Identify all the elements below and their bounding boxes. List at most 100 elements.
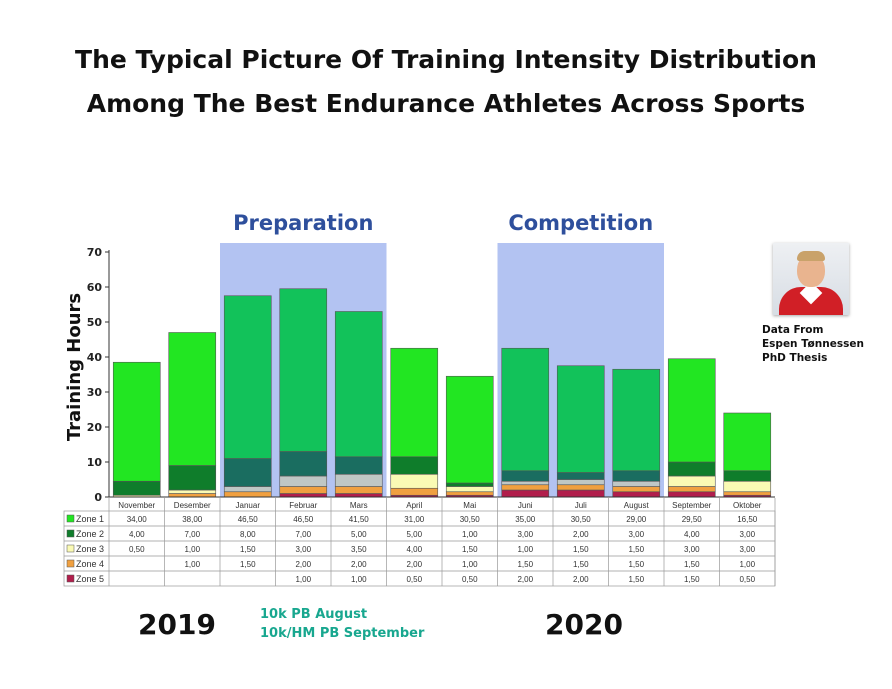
bar-segment-november-zone1 [112,361,161,482]
table-cell-value: 1,00 [462,530,478,539]
chart-title: The Typical Picture Of Training Intensit… [0,38,892,126]
table-cell-value: 38,00 [182,515,203,524]
bar-segment-april-zone4 [390,487,439,496]
bar-segment-februar-zone2 [279,451,328,477]
bar-segment-juni-zone4 [501,484,550,491]
x-tick-label: Desember [174,501,211,510]
bar-segment-februar-zone5 [279,493,328,498]
bar-segment-juli-zone2 [556,472,605,480]
bar-segment-januar-zone4 [223,491,272,498]
table-cell-value: 0,50 [462,575,478,584]
bar-segment-april-zone1 [390,347,439,458]
bar-segment-august-zone4 [612,486,661,493]
bar-segment-juli-zone1 [556,365,605,473]
y-tick-label: 40 [87,351,103,364]
table-cell-value: 30,50 [571,515,592,524]
table-cell-value: 5,00 [406,530,422,539]
table-cell-value: 3,00 [684,545,700,554]
table-cell-value: 3,00 [739,530,755,539]
table-cell-value: 2,00 [573,530,589,539]
legend-swatch-zone5 [66,574,75,583]
table-cell-value: 7,00 [295,530,311,539]
bar-segment-januar-zone3 [223,486,272,493]
table-cell-value: 1,00 [517,545,533,554]
table-cell-value: 1,50 [628,545,644,554]
table-cell-value: 7,00 [184,530,200,539]
table-cell-value: 3,00 [739,545,755,554]
table-cell-value: 1,00 [739,560,755,569]
table-cell-value: 0,50 [406,575,422,584]
bar-segment-januar-zone2 [223,458,272,487]
bar-segment-februar-zone4 [279,486,328,494]
table-cell-value: 1,00 [184,560,200,569]
legend-label-zone5: Zone 5 [76,574,104,584]
chart-title-line1: The Typical Picture Of Training Intensit… [75,45,817,74]
table-cell-value: 1,00 [351,575,367,584]
bar-segment-juli-zone5 [556,489,605,498]
table-cell-value: 34,00 [127,515,148,524]
bar-segment-desember-zone3 [168,489,217,494]
table-cell-value: 3,00 [295,545,311,554]
bar-segment-juni-zone1 [501,347,550,472]
legend-label-zone3: Zone 3 [76,544,104,554]
table-cell-value: 4,00 [406,545,422,554]
legend-swatch-zone1 [66,514,75,523]
bar-segment-mai-zone1 [445,375,494,484]
table-cell-value: 8,00 [240,530,256,539]
table-cell-value: 1,50 [573,545,589,554]
table-cell-value: 3,00 [517,530,533,539]
table-cell-value: 30,50 [460,515,481,524]
bar-segment-desember-zone4 [168,493,217,498]
bar-segment-juni-zone5 [501,489,550,498]
x-tick-label: Oktober [733,501,762,510]
bar-segment-januar-zone1 [223,295,272,459]
table-cell-value: 5,00 [351,530,367,539]
bar-segment-desember-zone1 [168,332,217,466]
legend-swatch-zone3 [66,544,75,553]
table-cell-value: 31,00 [404,515,425,524]
table-cell-value: 1,00 [184,545,200,554]
table-cell-value: 4,00 [684,530,700,539]
bar-segment-april-zone3 [390,473,439,489]
table-cell-value: 2,00 [517,575,533,584]
phase-label-2: Competition [508,211,653,235]
bar-segment-august-zone2 [612,470,661,482]
table-cell-value: 1,50 [240,560,256,569]
table-cell-value: 46,50 [293,515,314,524]
data-source-note: Data From Espen Tønnessen PhD Thesis [762,323,864,365]
legend-label-zone2: Zone 2 [76,529,104,539]
bar-segment-oktober-zone4 [723,491,772,496]
y-tick-label: 70 [87,246,103,259]
table-cell-value: 1,50 [517,560,533,569]
table-cell-value: 1,50 [240,545,256,554]
x-tick-label: Juli [575,501,587,510]
bar-segment-mai-zone4 [445,491,494,496]
y-tick-label: 60 [87,281,103,294]
bar-segment-april-zone2 [390,456,439,475]
bar-segment-september-zone4 [667,486,716,493]
table-cell-value: 0,50 [739,575,755,584]
x-tick-label: Mai [463,501,476,510]
bar-segment-september-zone2 [667,461,716,477]
legend-swatch-zone4 [66,559,75,568]
table-cell-value: 2,00 [351,560,367,569]
bar-segment-september-zone5 [667,491,716,498]
legend-label-zone4: Zone 4 [76,559,104,569]
table-cell-value: 1,50 [628,575,644,584]
bar-segment-februar-zone3 [279,475,328,487]
bar-segment-mars-zone4 [334,486,383,494]
x-tick-label: Juni [518,501,533,510]
chart-title-line2: Among The Best Endurance Athletes Across… [86,89,806,118]
table-cell-value: 0,50 [129,545,145,554]
y-tick-label: 0 [94,491,102,504]
bar-segment-desember-zone2 [168,465,217,491]
source-line2: Espen Tønnessen [762,338,864,350]
bar-segment-mars-zone2 [334,456,383,475]
bar-segment-august-zone3 [612,480,661,487]
bar-segment-mars-zone5 [334,493,383,498]
author-photo [773,243,849,315]
table-cell-value: 2,00 [295,560,311,569]
bar-segment-juli-zone3 [556,479,605,486]
table-cell-value: 1,00 [295,575,311,584]
